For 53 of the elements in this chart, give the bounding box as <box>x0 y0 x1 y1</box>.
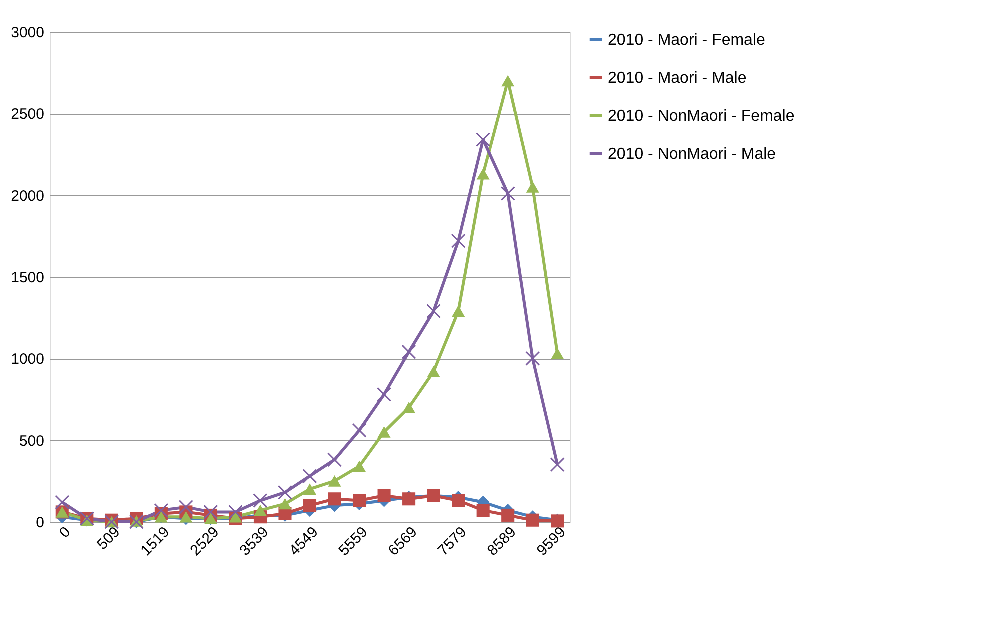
point <box>476 168 490 180</box>
point <box>254 504 267 516</box>
legend-label: 2010 - NonMaori - Female <box>608 108 795 125</box>
point <box>377 388 392 402</box>
point <box>427 366 440 378</box>
y-tick-label: 3000 <box>11 24 44 42</box>
point <box>55 495 70 510</box>
legend-label: 2010 - NonMaori - Male <box>608 146 776 163</box>
point <box>204 505 218 520</box>
point <box>378 489 391 502</box>
y-tick-label: 2500 <box>11 106 44 124</box>
point <box>353 460 366 472</box>
point <box>502 508 515 522</box>
point <box>353 494 366 508</box>
point <box>402 402 416 414</box>
point <box>526 514 540 527</box>
point <box>501 186 516 201</box>
point <box>476 504 490 518</box>
point <box>154 503 168 518</box>
point <box>278 486 292 500</box>
point <box>253 494 268 508</box>
legend-label: 2010 - Maori - Male <box>608 70 747 87</box>
point <box>302 469 318 484</box>
y-tick-label: 500 <box>19 432 44 450</box>
y-tick-label: 1000 <box>11 351 44 368</box>
y-tick-label: 2000 <box>11 188 44 205</box>
point <box>452 306 466 317</box>
x-tick-label: 0 <box>56 524 74 542</box>
point <box>526 182 540 193</box>
point <box>452 494 466 508</box>
x-tick-label: 509 <box>94 524 124 554</box>
point <box>502 75 515 87</box>
point <box>452 234 466 248</box>
point <box>328 476 342 487</box>
point <box>180 511 193 523</box>
point <box>278 498 292 510</box>
point <box>328 492 342 506</box>
point <box>550 458 565 472</box>
legend-label: 2010 - Maori - Female <box>608 32 766 49</box>
point <box>303 499 317 512</box>
point <box>551 348 564 360</box>
point <box>228 505 243 520</box>
point <box>303 484 317 495</box>
y-tick-label: 1500 <box>11 270 44 286</box>
point <box>426 304 441 318</box>
point <box>328 452 342 468</box>
point <box>352 423 367 438</box>
point <box>179 500 194 514</box>
point <box>476 132 490 147</box>
point <box>229 511 242 523</box>
point <box>378 426 391 438</box>
point <box>402 345 416 360</box>
point <box>526 352 540 366</box>
